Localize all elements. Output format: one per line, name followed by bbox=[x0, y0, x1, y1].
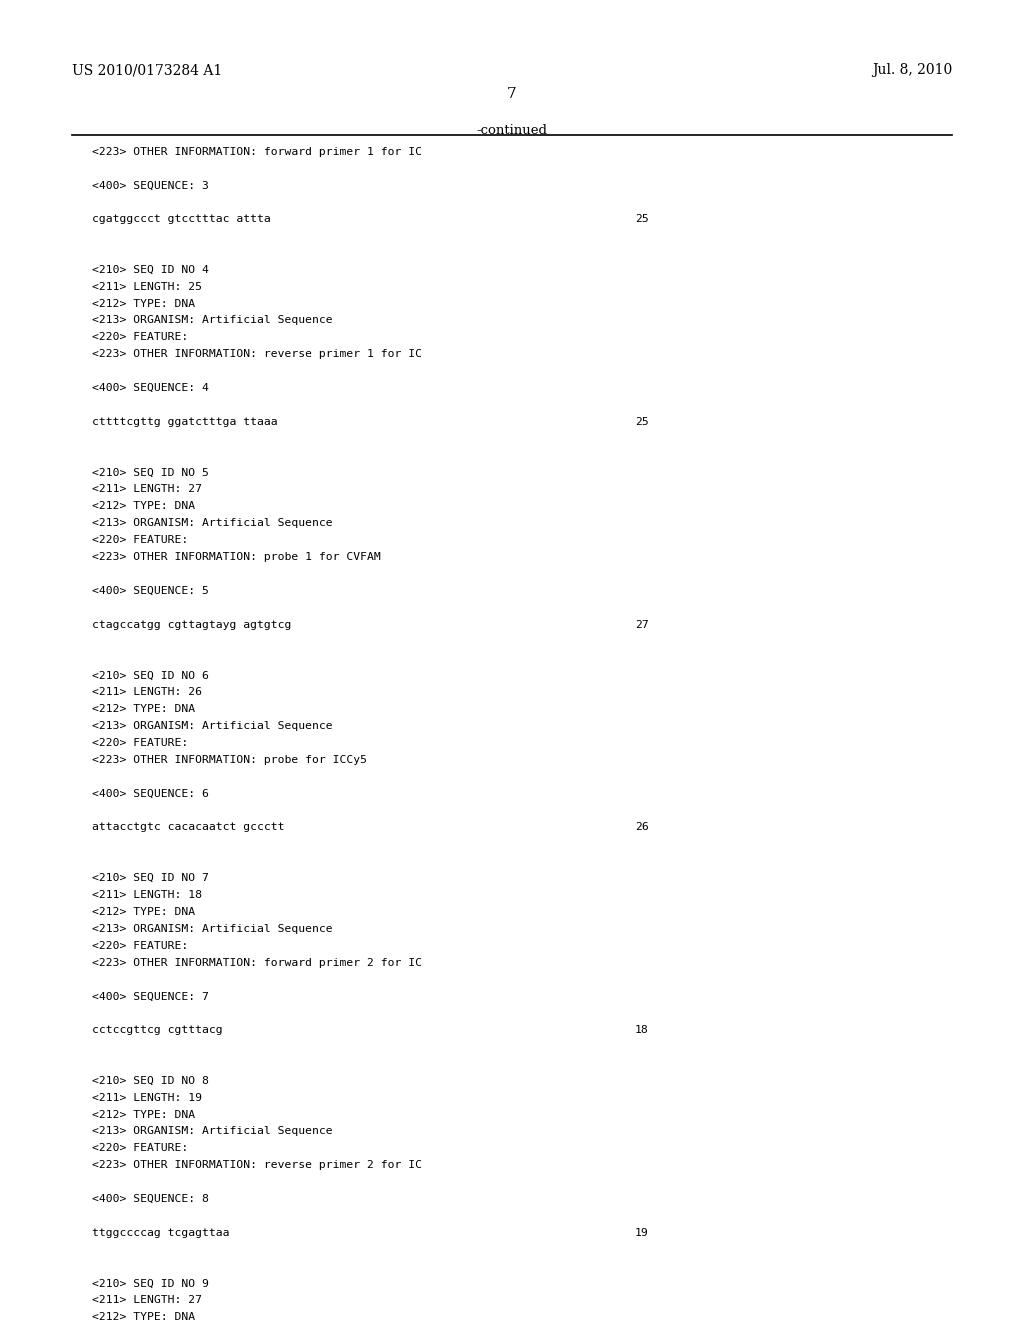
Text: cctccgttcg cgtttacg: cctccgttcg cgtttacg bbox=[92, 1026, 223, 1035]
Text: <223> OTHER INFORMATION: reverse primer 1 for IC: <223> OTHER INFORMATION: reverse primer … bbox=[92, 350, 422, 359]
Text: Jul. 8, 2010: Jul. 8, 2010 bbox=[872, 63, 952, 78]
Text: <210> SEQ ID NO 5: <210> SEQ ID NO 5 bbox=[92, 467, 209, 478]
Text: <212> TYPE: DNA: <212> TYPE: DNA bbox=[92, 1312, 196, 1320]
Text: <210> SEQ ID NO 8: <210> SEQ ID NO 8 bbox=[92, 1076, 209, 1086]
Text: 25: 25 bbox=[635, 214, 648, 224]
Text: <400> SEQUENCE: 8: <400> SEQUENCE: 8 bbox=[92, 1195, 209, 1204]
Text: -continued: -continued bbox=[476, 124, 548, 137]
Text: <213> ORGANISM: Artificial Sequence: <213> ORGANISM: Artificial Sequence bbox=[92, 519, 333, 528]
Text: <211> LENGTH: 27: <211> LENGTH: 27 bbox=[92, 484, 202, 495]
Text: cgatggccct gtcctttac attta: cgatggccct gtcctttac attta bbox=[92, 214, 271, 224]
Text: <211> LENGTH: 19: <211> LENGTH: 19 bbox=[92, 1093, 202, 1102]
Text: 7: 7 bbox=[507, 87, 517, 102]
Text: <213> ORGANISM: Artificial Sequence: <213> ORGANISM: Artificial Sequence bbox=[92, 924, 333, 933]
Text: cttttcgttg ggatctttga ttaaa: cttttcgttg ggatctttga ttaaa bbox=[92, 417, 278, 426]
Text: <211> LENGTH: 25: <211> LENGTH: 25 bbox=[92, 281, 202, 292]
Text: <400> SEQUENCE: 4: <400> SEQUENCE: 4 bbox=[92, 383, 209, 393]
Text: <212> TYPE: DNA: <212> TYPE: DNA bbox=[92, 502, 196, 511]
Text: <220> FEATURE:: <220> FEATURE: bbox=[92, 333, 188, 342]
Text: <212> TYPE: DNA: <212> TYPE: DNA bbox=[92, 1110, 196, 1119]
Text: <223> OTHER INFORMATION: forward primer 1 for IC: <223> OTHER INFORMATION: forward primer … bbox=[92, 147, 422, 157]
Text: <210> SEQ ID NO 6: <210> SEQ ID NO 6 bbox=[92, 671, 209, 680]
Text: <400> SEQUENCE: 3: <400> SEQUENCE: 3 bbox=[92, 181, 209, 190]
Text: ctagccatgg cgttagtayg agtgtcg: ctagccatgg cgttagtayg agtgtcg bbox=[92, 619, 292, 630]
Text: <212> TYPE: DNA: <212> TYPE: DNA bbox=[92, 704, 196, 714]
Text: <400> SEQUENCE: 7: <400> SEQUENCE: 7 bbox=[92, 991, 209, 1002]
Text: attacctgtc cacacaatct gccctt: attacctgtc cacacaatct gccctt bbox=[92, 822, 285, 833]
Text: US 2010/0173284 A1: US 2010/0173284 A1 bbox=[72, 63, 222, 78]
Text: <223> OTHER INFORMATION: probe for ICCy5: <223> OTHER INFORMATION: probe for ICCy5 bbox=[92, 755, 368, 764]
Text: <220> FEATURE:: <220> FEATURE: bbox=[92, 1143, 188, 1154]
Text: 25: 25 bbox=[635, 417, 648, 426]
Text: <223> OTHER INFORMATION: reverse primer 2 for IC: <223> OTHER INFORMATION: reverse primer … bbox=[92, 1160, 422, 1171]
Text: <223> OTHER INFORMATION: probe 1 for CVFAM: <223> OTHER INFORMATION: probe 1 for CVF… bbox=[92, 552, 381, 562]
Text: <212> TYPE: DNA: <212> TYPE: DNA bbox=[92, 907, 196, 917]
Text: <210> SEQ ID NO 4: <210> SEQ ID NO 4 bbox=[92, 265, 209, 275]
Text: <210> SEQ ID NO 7: <210> SEQ ID NO 7 bbox=[92, 873, 209, 883]
Text: <211> LENGTH: 18: <211> LENGTH: 18 bbox=[92, 890, 202, 900]
Text: <223> OTHER INFORMATION: forward primer 2 for IC: <223> OTHER INFORMATION: forward primer … bbox=[92, 957, 422, 968]
Text: <211> LENGTH: 26: <211> LENGTH: 26 bbox=[92, 688, 202, 697]
Text: <213> ORGANISM: Artificial Sequence: <213> ORGANISM: Artificial Sequence bbox=[92, 1126, 333, 1137]
Text: <400> SEQUENCE: 5: <400> SEQUENCE: 5 bbox=[92, 586, 209, 595]
Text: 26: 26 bbox=[635, 822, 648, 833]
Text: 18: 18 bbox=[635, 1026, 648, 1035]
Text: ttggccccag tcgagttaa: ttggccccag tcgagttaa bbox=[92, 1228, 229, 1238]
Text: <211> LENGTH: 27: <211> LENGTH: 27 bbox=[92, 1295, 202, 1305]
Text: <220> FEATURE:: <220> FEATURE: bbox=[92, 941, 188, 950]
Text: <400> SEQUENCE: 6: <400> SEQUENCE: 6 bbox=[92, 788, 209, 799]
Text: <210> SEQ ID NO 9: <210> SEQ ID NO 9 bbox=[92, 1279, 209, 1288]
Text: <220> FEATURE:: <220> FEATURE: bbox=[92, 738, 188, 748]
Text: <213> ORGANISM: Artificial Sequence: <213> ORGANISM: Artificial Sequence bbox=[92, 721, 333, 731]
Text: <220> FEATURE:: <220> FEATURE: bbox=[92, 535, 188, 545]
Text: <213> ORGANISM: Artificial Sequence: <213> ORGANISM: Artificial Sequence bbox=[92, 315, 333, 326]
Text: 19: 19 bbox=[635, 1228, 648, 1238]
Text: <212> TYPE: DNA: <212> TYPE: DNA bbox=[92, 298, 196, 309]
Text: 27: 27 bbox=[635, 619, 648, 630]
